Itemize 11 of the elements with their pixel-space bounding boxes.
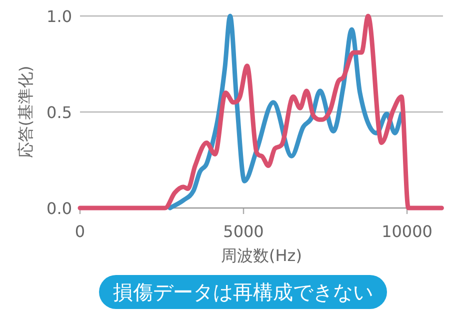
line-series: [168, 14, 404, 210]
line-series: [78, 14, 444, 210]
text: 損傷データは再構成できない: [113, 280, 373, 304]
x-axis-title: 周波数(Hz): [221, 246, 302, 265]
x-tick-label: 0: [74, 222, 86, 241]
x-tick-label: 10000: [382, 222, 432, 241]
y-tick-label: 1.0: [46, 7, 72, 26]
y-axis-title: 応答(基準化): [16, 66, 35, 158]
x-tick-label: 5000: [223, 222, 264, 241]
y-tick-label: 0.0: [46, 199, 72, 218]
y-tick-label: 0.5: [46, 103, 72, 122]
